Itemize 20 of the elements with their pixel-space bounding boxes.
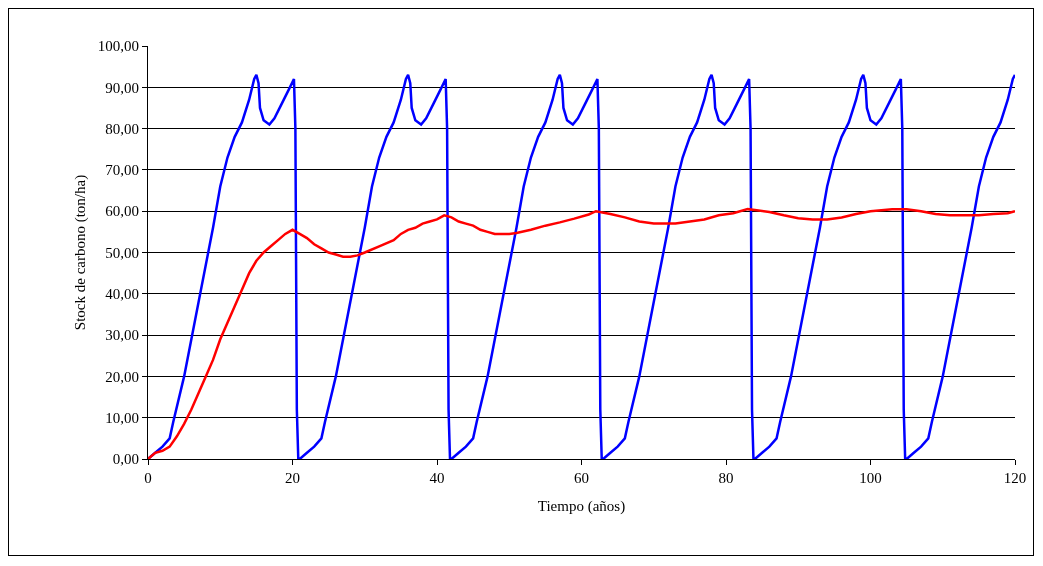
x-tick-label: 100 (859, 470, 882, 486)
x-axis-title: Tiempo (años) (537, 498, 626, 515)
y-tick-label: 60,00 (105, 203, 139, 220)
y-tick-label: 80,00 (105, 120, 139, 137)
x-tick-label: 80 (718, 470, 734, 486)
y-tick-label: 70,00 (105, 162, 139, 179)
y-tick-label: 20,00 (105, 368, 139, 385)
y-tick-label: 40,00 (105, 286, 139, 303)
x-tick-label: 20 (285, 470, 300, 486)
y-tick-label: 90,00 (105, 79, 139, 96)
y-tick-label: 10,00 (105, 409, 139, 426)
y-tick-label: 0,00 (112, 451, 139, 468)
x-tick-label: 40 (429, 470, 445, 486)
y-tick-label: 30,00 (105, 327, 139, 344)
x-tick-label: 0 (144, 470, 152, 486)
y-tick-label: 100,00 (97, 38, 139, 55)
x-tick-label: 60 (574, 470, 589, 486)
y-axis-title: Stock de carbono (ton/ha) (72, 174, 89, 331)
y-tick-label: 50,00 (105, 244, 139, 261)
x-tick-label: 120 (1003, 470, 1027, 486)
